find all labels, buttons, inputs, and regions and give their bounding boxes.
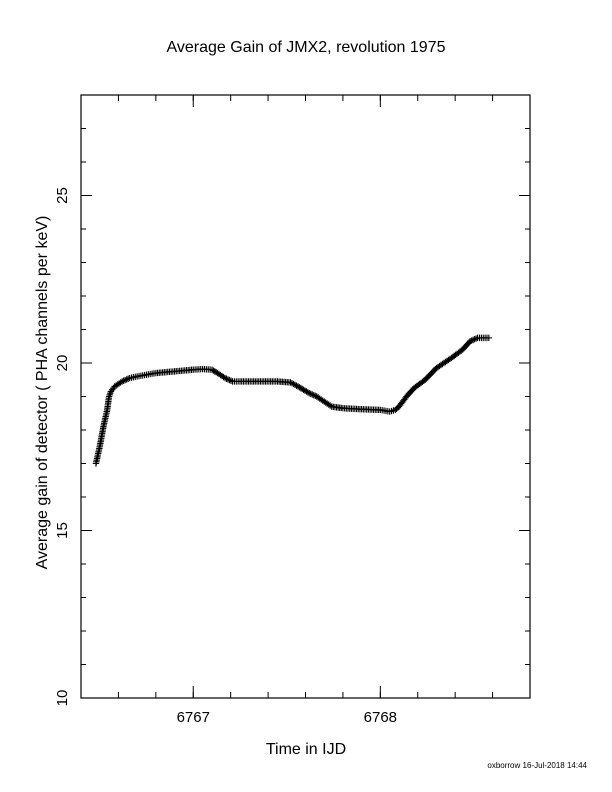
data-point: [223, 375, 230, 382]
data-point: [118, 378, 126, 385]
data-point: [485, 334, 493, 342]
data-point: [120, 377, 127, 384]
plot-frame: [80, 94, 531, 699]
data-point: [326, 402, 334, 409]
data-point: [309, 391, 316, 398]
data-point: [123, 376, 130, 383]
y-axis-label: Average gain of detector ( PHA channels …: [34, 216, 51, 570]
data-point: [224, 376, 232, 383]
x-axis-label: Time in IJD: [266, 741, 346, 758]
x-tick-label: 6768: [364, 709, 397, 726]
data-point: [471, 336, 478, 343]
y-tick-label: 15: [54, 522, 71, 539]
data-point: [221, 374, 229, 382]
data-point: [226, 376, 233, 384]
data-point: [472, 335, 480, 342]
data-point: [227, 377, 235, 384]
data-point: [466, 338, 474, 345]
x-tick-label: 6767: [177, 709, 210, 726]
data-point: [121, 376, 129, 384]
data-point: [306, 389, 313, 397]
data-point: [304, 389, 312, 396]
y-tick-label: 20: [54, 355, 71, 372]
data-point: [468, 337, 475, 344]
data-point: [124, 375, 132, 382]
data-point: [310, 391, 317, 399]
y-tick-label: 25: [54, 187, 71, 204]
footer-credit: oxborrow 16-Jul-2018 14:44: [487, 761, 587, 770]
y-tick-label: 10: [54, 690, 71, 707]
data-point: [469, 336, 477, 344]
chart-title: Average Gain of JMX2, revolution 1975: [167, 39, 446, 56]
data-point: [307, 390, 314, 398]
